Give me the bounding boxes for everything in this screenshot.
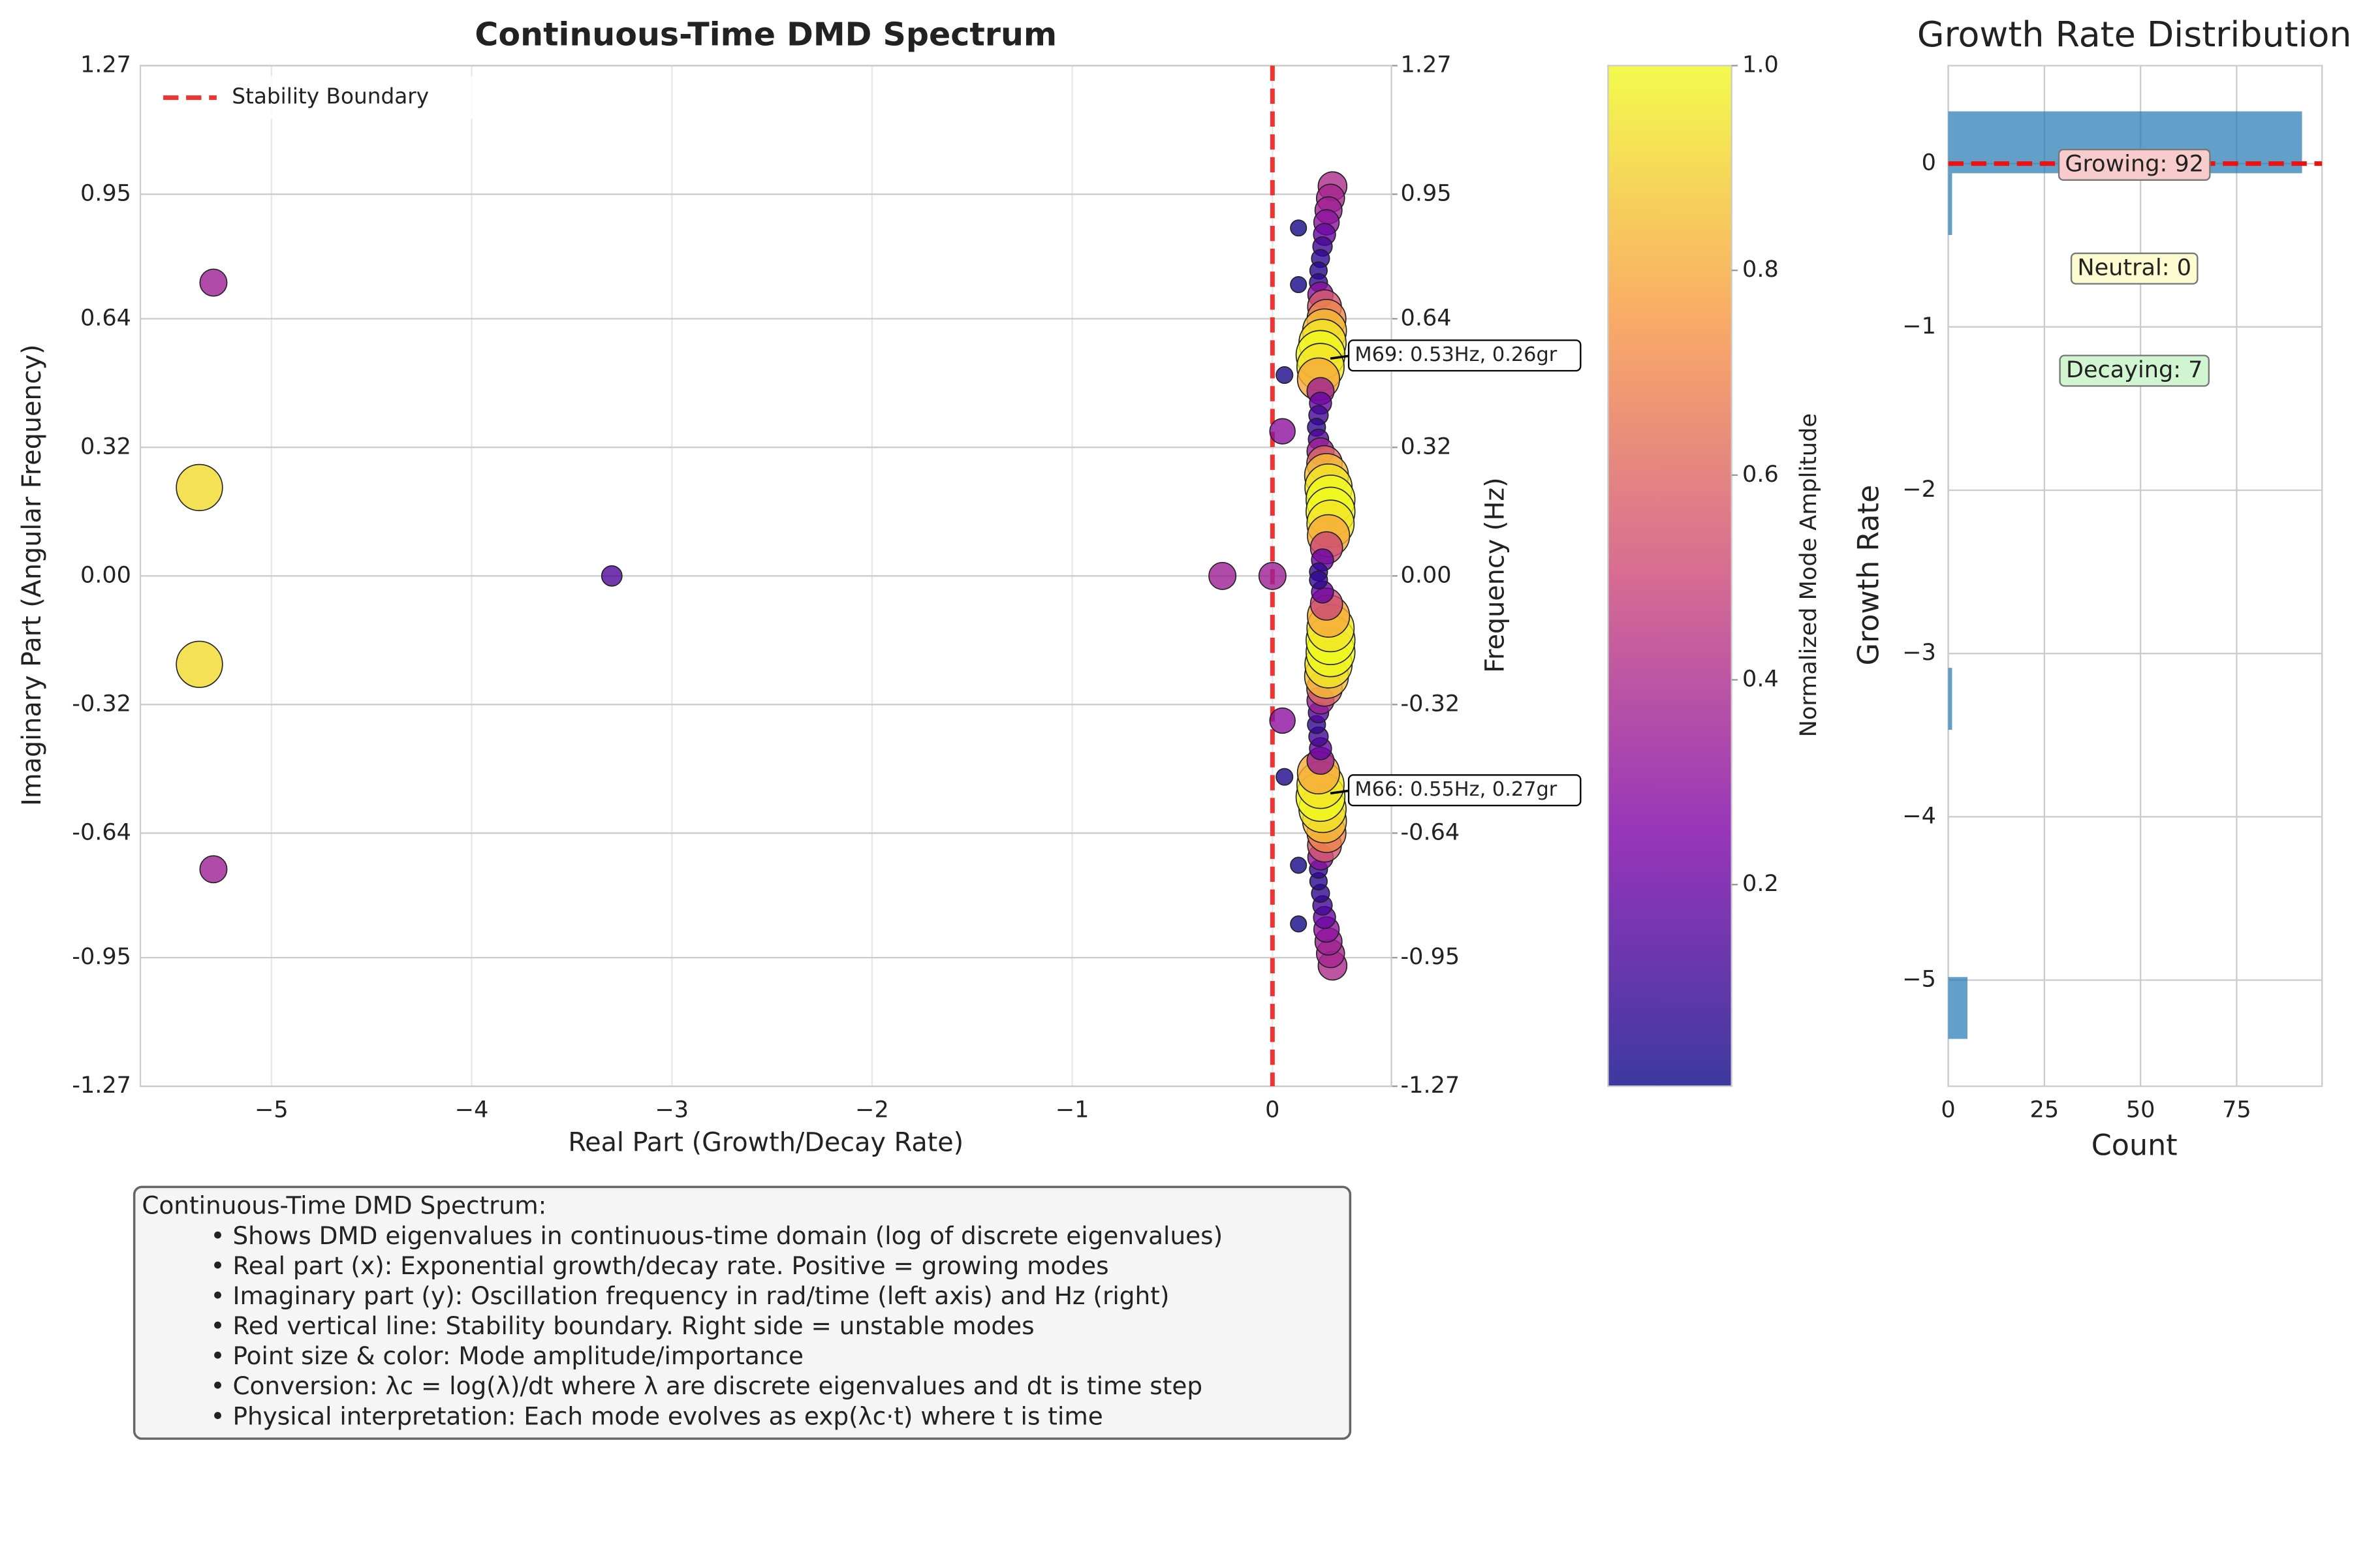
annotation: M66: 0.55Hz, 0.27gr [1354, 778, 1557, 801]
y-axis-label: Imaginary Part (Angular Frequency) [17, 345, 47, 806]
y2-tick-label: 0.32 [1401, 433, 1452, 460]
chart-title: Continuous-Time DMD Spectrum [475, 16, 1057, 54]
annotation: Growing: 92 [2065, 150, 2204, 177]
colorbar [1607, 65, 1732, 1087]
eigenvalue-point [1309, 570, 1328, 590]
x-tick-label: −3 [655, 1097, 689, 1123]
x-axis-label: Count [2091, 1129, 2178, 1163]
text-box-line: • Shows DMD eigenvalues in continuous-ti… [211, 1221, 1223, 1250]
chart-title: Growth Rate Distribution [1917, 14, 2352, 55]
plot-frame [139, 65, 1392, 1087]
text-box-line: • Real part (x): Exponential growth/deca… [211, 1251, 1109, 1280]
colorbar-tick-label: 0.2 [1742, 870, 1779, 897]
y2-tick-label: 0.64 [1401, 304, 1452, 331]
text-box-line: • Conversion: λc = log(λ)/dt where λ are… [211, 1371, 1203, 1400]
eigenvalue-point [1276, 768, 1294, 786]
eigenvalue-point [1269, 707, 1296, 734]
eigenvalue-point [1269, 418, 1296, 445]
histogram-bar [1948, 977, 1968, 1039]
colorbar-tick-label: 0.4 [1742, 666, 1779, 693]
x-axis-label: Real Part (Growth/Decay Rate) [568, 1127, 963, 1157]
histogram-bar [1948, 173, 1952, 235]
annotation-box [1347, 339, 1582, 372]
y-tick-label: 0.32 [80, 433, 131, 460]
y-axis-label: Growth Rate [1852, 485, 1885, 666]
annotation: Decaying: 7 [2066, 356, 2202, 383]
colorbar-tick-label: 1.0 [1742, 52, 1779, 78]
eigenvalue-point [1276, 366, 1294, 384]
plot-frame [1947, 65, 2323, 1087]
x-tick-label: −4 [455, 1097, 489, 1123]
eigenvalue-point [1258, 561, 1287, 590]
y-tick-label: −2 [1902, 476, 1936, 503]
y-tick-label: -0.32 [72, 690, 131, 717]
colorbar-tick-label: 0.6 [1742, 461, 1779, 488]
eigenvalue-point [1290, 856, 1307, 874]
annotation-box [2070, 252, 2199, 285]
y-tick-label: 0.64 [80, 304, 131, 331]
legend-label: Stability Boundary [232, 84, 429, 109]
y-tick-label: 0.00 [80, 561, 131, 588]
y2-tick-label: -0.64 [1401, 819, 1460, 845]
x-tick-label: 0 [1265, 1097, 1279, 1123]
eigenvalue-point [199, 268, 228, 297]
eigenvalue-point [1208, 561, 1237, 590]
y-tick-label: −5 [1902, 966, 1936, 993]
y-tick-label: −3 [1902, 639, 1936, 666]
eigenvalue-point [176, 463, 223, 512]
y2-tick-label: 0.00 [1401, 561, 1452, 588]
y-tick-label: -0.64 [72, 819, 131, 845]
y-tick-label: −4 [1902, 802, 1936, 829]
text-box-line: • Red vertical line: Stability boundary.… [211, 1311, 1035, 1340]
text-box-line: • Physical interpretation: Each mode evo… [211, 1401, 1103, 1430]
x-tick-label: −2 [855, 1097, 889, 1123]
y-tick-label: −1 [1902, 313, 1936, 339]
text-box [133, 1185, 1352, 1440]
annotation-box [2059, 354, 2210, 387]
annotation: M69: 0.53Hz, 0.26gr [1354, 343, 1557, 366]
x-tick-label: 25 [2030, 1097, 2059, 1123]
annotation-box [1347, 774, 1582, 807]
y-tick-label: 0 [1922, 149, 1936, 176]
y2-tick-label: -0.32 [1401, 690, 1460, 717]
colorbar-tick-label: 0.8 [1742, 256, 1779, 283]
y2-axis-label: Frequency (Hz) [1480, 477, 1510, 673]
y-tick-label: 0.95 [80, 180, 131, 207]
y-tick-label: -1.27 [72, 1072, 131, 1099]
eigenvalue-point [176, 640, 223, 688]
y2-tick-label: -0.95 [1401, 943, 1460, 970]
x-tick-label: 0 [1941, 1097, 1955, 1123]
eigenvalue-point [1290, 276, 1307, 294]
y2-tick-label: -1.27 [1401, 1072, 1460, 1099]
text-box-line: • Imaginary part (y): Oscillation freque… [211, 1281, 1170, 1310]
eigenvalue-point [1290, 915, 1307, 933]
eigenvalue-point [1290, 219, 1307, 237]
legend-box [152, 76, 473, 119]
annotation-box [2058, 148, 2211, 181]
annotation: Neutral: 0 [2077, 254, 2191, 281]
eigenvalue-point [199, 855, 228, 884]
eigenvalue-point [601, 565, 623, 587]
histogram-bar [1948, 668, 1952, 730]
colorbar-label: Normalized Mode Amplitude [1795, 413, 1822, 737]
text-box-line: • Point size & color: Mode amplitude/imp… [211, 1341, 804, 1370]
x-tick-label: −1 [1056, 1097, 1089, 1123]
x-tick-label: 50 [2126, 1097, 2155, 1123]
y2-tick-label: 1.27 [1401, 52, 1452, 78]
y-tick-label: 1.27 [80, 52, 131, 78]
y2-tick-label: 0.95 [1401, 180, 1452, 207]
y-tick-label: -0.95 [72, 943, 131, 970]
x-tick-label: −5 [255, 1097, 289, 1123]
x-tick-label: 75 [2222, 1097, 2251, 1123]
text-box-title: Continuous-Time DMD Spectrum: [142, 1191, 546, 1219]
